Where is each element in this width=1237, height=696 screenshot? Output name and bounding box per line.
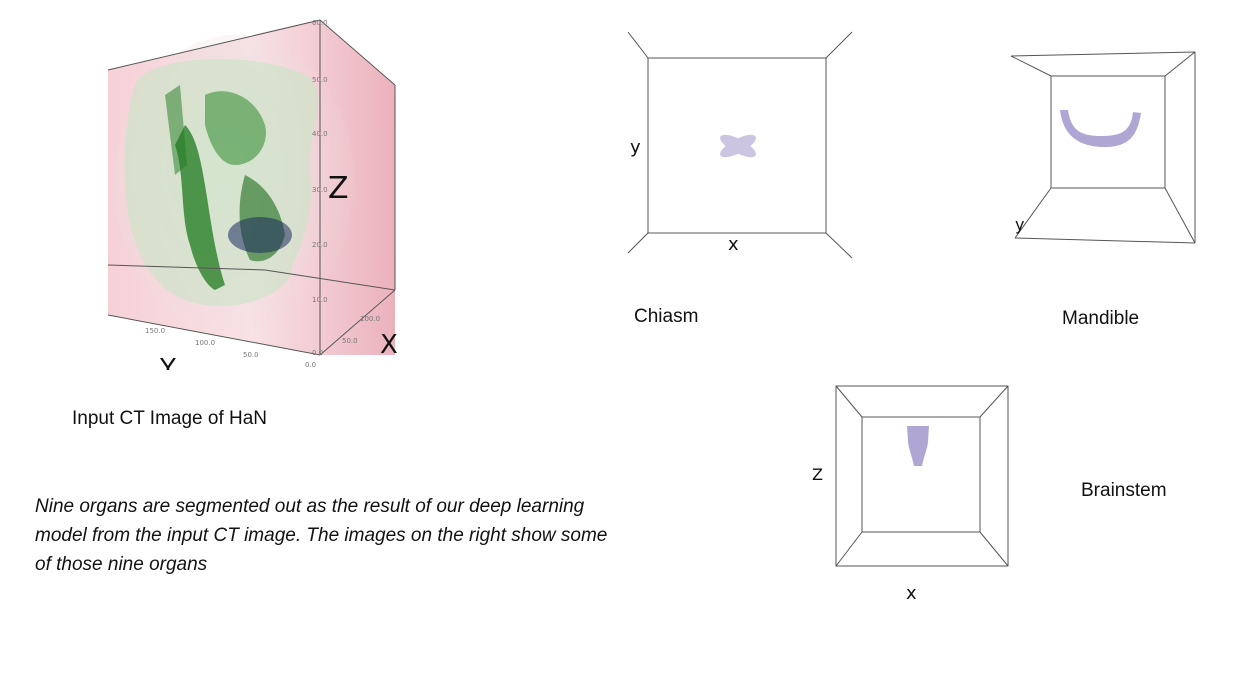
- ct-bounding-box: [107, 19, 396, 356]
- description-line: Nine organs are segmented out as the res…: [35, 496, 585, 517]
- chiasm-axis-x-label: x: [728, 234, 739, 255]
- brainstem-figure: Z x: [812, 385, 1009, 604]
- ct-z-tick: 40.0: [312, 130, 328, 138]
- brainstem-organ: [907, 426, 929, 466]
- brainstem-axis-z-label: Z: [812, 465, 823, 484]
- ct-y-tick: 0.0: [305, 361, 316, 369]
- ct-x-tick: 50.0: [342, 337, 358, 345]
- ct-volume-figure: 60.0 50.0 40.0 30.0 20.0 10.0 0.0 150.0 …: [107, 19, 398, 370]
- chiasm-axis-y-label: y: [630, 137, 641, 158]
- mandible-caption: Mandible: [1062, 308, 1140, 329]
- ct-x-tick: 100.0: [360, 315, 380, 323]
- chiasm-caption: Chiasm: [634, 306, 699, 327]
- ct-z-tick: 30.0: [312, 186, 328, 194]
- ct-y-tick: 150.0: [145, 327, 165, 335]
- mandible-organ: [1060, 110, 1141, 148]
- mandible-figure: y: [1010, 51, 1196, 244]
- brainstem-caption: Brainstem: [1081, 480, 1167, 501]
- ct-figure-caption: Input CT Image of HaN: [72, 408, 268, 429]
- chiasm-figure: y x: [627, 31, 853, 259]
- description-line: model from the input CT image. The image…: [35, 525, 608, 546]
- ct-axis-z-label: Z: [328, 171, 349, 206]
- ct-z-tick: 0.0: [312, 349, 323, 357]
- mandible-axis-y-label: y: [1015, 215, 1024, 234]
- ct-dark-region: [228, 217, 292, 253]
- chiasm-organ: [720, 134, 756, 158]
- ct-z-tick: 50.0: [312, 76, 328, 84]
- ct-axis-y-label: Y: [159, 354, 176, 370]
- ct-bone-vertebra: [165, 85, 187, 175]
- ct-bone-skull: [205, 91, 266, 165]
- chiasm-bounding-box: [627, 31, 853, 259]
- description-line: of those nine organs: [35, 554, 208, 575]
- ct-axis-x-label: X: [380, 330, 398, 360]
- ct-y-tick: 50.0: [243, 351, 259, 359]
- brainstem-axis-x-label: x: [906, 583, 917, 604]
- ct-z-tick: 10.0: [312, 296, 328, 304]
- ct-z-tick: 60.0: [312, 19, 328, 27]
- ct-y-tick: 100.0: [195, 339, 215, 347]
- description-text: Nine organs are segmented out as the res…: [35, 492, 725, 579]
- brainstem-bounding-box: [835, 385, 1009, 567]
- ct-bone-spine: [175, 125, 225, 290]
- mandible-bounding-box: [1010, 51, 1196, 244]
- ct-z-tick: 20.0: [312, 241, 328, 249]
